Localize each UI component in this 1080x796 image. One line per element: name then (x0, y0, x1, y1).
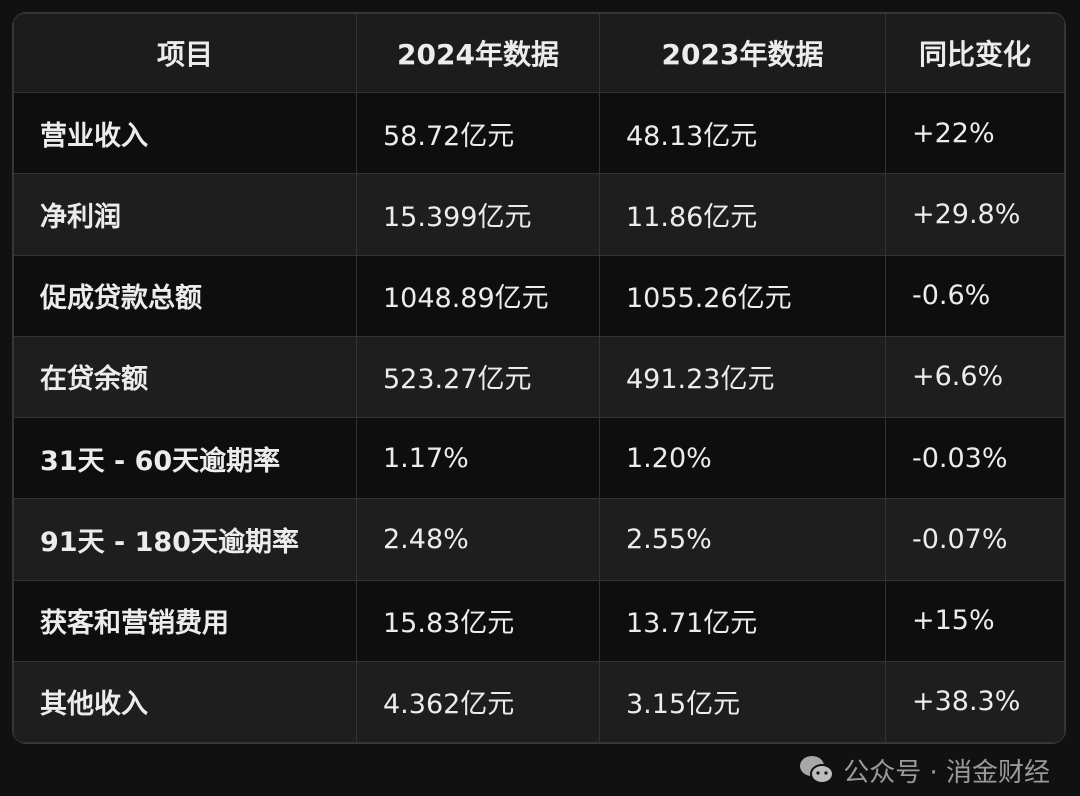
header-2023: 2023年数据 (599, 13, 886, 93)
cell-item: 其他收入 (13, 660, 357, 743)
cell-value-2024: 4.362亿元 (356, 660, 600, 743)
cell-value-2024: 58.72亿元 (356, 91, 600, 175)
cell-value-2023: 3.15亿元 (599, 660, 886, 743)
header-yoy: 同比变化 (885, 13, 1065, 93)
cell-value-2023: 2.55% (599, 498, 886, 581)
cell-yoy-change: -0.6% (885, 254, 1065, 337)
table-row: 91天 - 180天逾期率 2.48% 2.55% -0.07% (13, 498, 1065, 581)
cell-value-2024: 15.399亿元 (356, 173, 600, 256)
data-table-container: 项目 2024年数据 2023年数据 同比变化 营业收入 58.72亿元 48.13… (12, 12, 1066, 744)
cell-value-2023: 1.20% (599, 416, 886, 500)
cell-yoy-change: +29.8% (885, 173, 1065, 256)
table-row: 在贷余额 523.27亿元 491.23亿元 +6.6% (13, 335, 1065, 419)
header-item: 项目 (13, 13, 357, 93)
wechat-icon (800, 756, 835, 784)
cell-item: 91天 - 180天逾期率 (13, 498, 357, 581)
cell-value-2024: 15.83亿元 (356, 579, 600, 662)
table-row: 净利润 15.399亿元 11.86亿元 +29.8% (13, 173, 1065, 256)
cell-value-2023: 48.13亿元 (599, 91, 886, 175)
cell-item: 促成贷款总额 (13, 254, 357, 337)
table-row: 其他收入 4.362亿元 3.15亿元 +38.3% (13, 660, 1065, 743)
cell-item: 31天 - 60天逾期率 (13, 416, 357, 500)
cell-yoy-change: -0.03% (885, 416, 1065, 500)
cell-value-2024: 1048.89亿元 (356, 254, 600, 337)
cell-value-2024: 523.27亿元 (356, 335, 600, 419)
cell-yoy-change: -0.07% (885, 498, 1065, 581)
cell-value-2024: 1.17% (356, 416, 600, 500)
watermark-text: 公众号 · 消金财经 (843, 757, 1050, 788)
comparison-table: 项目 2024年数据 2023年数据 同比变化 营业收入 58.72亿元 48.13… (13, 13, 1065, 743)
table-row: 促成贷款总额 1048.89亿元 1055.26亿元 -0.6% (13, 254, 1065, 337)
cell-item: 营业收入 (13, 91, 357, 175)
cell-value-2024: 2.48% (356, 498, 600, 581)
cell-item: 获客和营销费用 (13, 579, 357, 662)
watermark: 公众号 · 消金财经 (799, 750, 1050, 790)
cell-item: 在贷余额 (13, 335, 357, 419)
cell-yoy-change: +15% (885, 579, 1065, 662)
table-row: 31天 - 60天逾期率 1.17% 1.20% -0.03% (13, 416, 1065, 500)
header-2024: 2024年数据 (356, 13, 600, 93)
cell-value-2023: 13.71亿元 (599, 579, 886, 662)
table-row: 营业收入 58.72亿元 48.13亿元 +22% (13, 91, 1065, 175)
cell-value-2023: 491.23亿元 (599, 335, 886, 419)
cell-yoy-change: +38.3% (885, 660, 1065, 743)
cell-value-2023: 11.86亿元 (599, 173, 886, 256)
table-row: 获客和营销费用 15.83亿元 13.71亿元 +15% (13, 579, 1065, 662)
cell-yoy-change: +22% (885, 91, 1065, 175)
cell-value-2023: 1055.26亿元 (599, 254, 886, 337)
cell-item: 净利润 (13, 173, 357, 256)
cell-yoy-change: +6.6% (885, 335, 1065, 419)
header-row: 项目 2024年数据 2023年数据 同比变化 (13, 13, 1065, 93)
